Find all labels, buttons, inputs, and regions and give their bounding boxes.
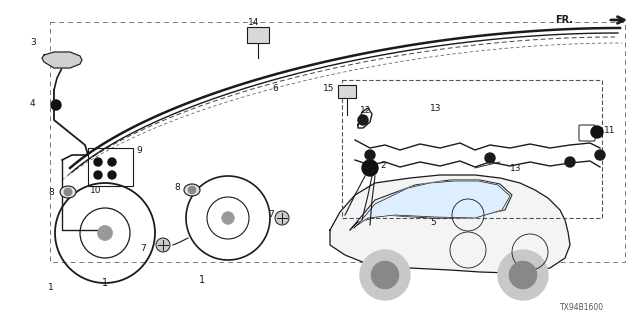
Polygon shape bbox=[330, 175, 570, 273]
Text: 8: 8 bbox=[174, 182, 180, 191]
Text: FR.: FR. bbox=[555, 15, 573, 25]
Text: 13: 13 bbox=[510, 164, 522, 172]
Circle shape bbox=[156, 238, 170, 252]
Text: 1: 1 bbox=[102, 278, 108, 288]
Ellipse shape bbox=[184, 184, 200, 196]
Circle shape bbox=[509, 261, 537, 289]
Circle shape bbox=[108, 171, 116, 179]
Circle shape bbox=[365, 150, 375, 160]
Text: 11: 11 bbox=[604, 125, 616, 134]
Circle shape bbox=[360, 250, 410, 300]
Text: 10: 10 bbox=[90, 186, 102, 195]
Polygon shape bbox=[42, 52, 82, 68]
Circle shape bbox=[485, 153, 495, 163]
Circle shape bbox=[595, 150, 605, 160]
Polygon shape bbox=[354, 181, 510, 228]
Circle shape bbox=[362, 160, 378, 176]
Text: 15: 15 bbox=[323, 84, 335, 92]
Circle shape bbox=[565, 157, 575, 167]
Text: 7: 7 bbox=[140, 244, 146, 252]
Text: TX94B1600: TX94B1600 bbox=[560, 303, 604, 312]
Circle shape bbox=[94, 158, 102, 166]
Circle shape bbox=[221, 212, 234, 224]
Text: 1: 1 bbox=[198, 275, 205, 285]
Text: 14: 14 bbox=[248, 18, 259, 27]
Text: 9: 9 bbox=[136, 146, 141, 155]
Circle shape bbox=[108, 158, 116, 166]
Text: 5: 5 bbox=[430, 218, 436, 227]
Circle shape bbox=[51, 100, 61, 110]
Text: 13: 13 bbox=[430, 103, 442, 113]
Circle shape bbox=[64, 188, 72, 196]
FancyBboxPatch shape bbox=[338, 85, 356, 98]
Text: 6: 6 bbox=[272, 84, 278, 92]
Circle shape bbox=[498, 250, 548, 300]
Text: 7: 7 bbox=[268, 210, 274, 219]
Text: 4: 4 bbox=[30, 99, 36, 108]
Circle shape bbox=[94, 171, 102, 179]
FancyBboxPatch shape bbox=[247, 27, 269, 43]
Polygon shape bbox=[350, 180, 512, 230]
Ellipse shape bbox=[60, 186, 76, 198]
Circle shape bbox=[188, 186, 196, 194]
Text: 12: 12 bbox=[360, 106, 371, 115]
Circle shape bbox=[97, 226, 113, 241]
Circle shape bbox=[358, 115, 368, 125]
Text: 8: 8 bbox=[48, 188, 54, 196]
Text: 3: 3 bbox=[30, 37, 36, 46]
Text: 1: 1 bbox=[48, 283, 54, 292]
Circle shape bbox=[275, 211, 289, 225]
Text: 2: 2 bbox=[380, 161, 386, 170]
Circle shape bbox=[371, 261, 399, 289]
Circle shape bbox=[591, 126, 603, 138]
